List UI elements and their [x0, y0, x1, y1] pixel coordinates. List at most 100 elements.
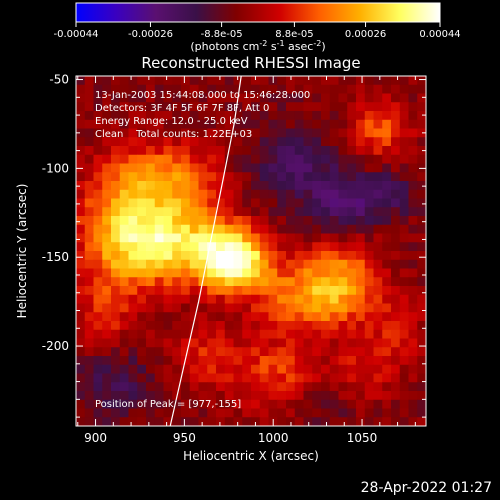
heatmap-cell [329, 111, 339, 121]
heatmap-cell [294, 172, 304, 182]
heatmap-cell [364, 312, 374, 322]
heatmap-cell [172, 277, 182, 287]
heatmap-cell [286, 329, 296, 339]
heatmap-cell [303, 286, 313, 296]
heatmap-cell [303, 137, 313, 147]
heatmap-cell [373, 382, 383, 392]
heatmap-cell [76, 391, 86, 401]
heatmap-cell [163, 373, 173, 383]
heatmap-cell [233, 146, 243, 156]
heatmap-cell [286, 259, 296, 269]
heatmap-cell [373, 329, 383, 339]
heatmap-cell [364, 268, 374, 278]
heatmap-cell [163, 417, 173, 426]
heatmap-cell [181, 128, 191, 138]
heatmap-cell [417, 321, 426, 331]
heatmap-cell [268, 312, 278, 322]
heatmap-cell [268, 356, 278, 366]
heatmap-cell [207, 224, 217, 234]
heatmap-cell [321, 268, 331, 278]
heatmap-cell [408, 303, 418, 313]
heatmap-cell [408, 259, 418, 269]
heatmap-cell [277, 417, 287, 426]
heatmap-cell [408, 391, 418, 401]
heatmap-cell [233, 172, 243, 182]
heatmap-cell [286, 391, 296, 401]
heatmap-cell [338, 356, 348, 366]
heatmap-cell [259, 181, 269, 191]
heatmap-cell [172, 242, 182, 252]
heatmap-cell [242, 181, 252, 191]
heatmap-cell [163, 338, 173, 348]
heatmap-cell [242, 294, 252, 304]
heatmap-cell [294, 408, 304, 418]
heatmap-cell [224, 181, 234, 191]
heatmap-cell [146, 102, 156, 112]
heatmap-cell [286, 93, 296, 103]
heatmap-cell [268, 84, 278, 94]
heatmap-cell [399, 154, 409, 164]
heatmap-cell [329, 373, 339, 383]
heatmap-cell [242, 233, 252, 243]
heatmap-cell [207, 251, 217, 261]
heatmap-cell [303, 338, 313, 348]
heatmap-cell [137, 119, 147, 129]
heatmap-cell [146, 233, 156, 243]
heatmap-cell [207, 172, 217, 182]
heatmap-cell [259, 172, 269, 182]
heatmap-cell [128, 189, 138, 199]
heatmap-cell [216, 321, 226, 331]
heatmap-cell [286, 181, 296, 191]
heatmap-cell [347, 382, 357, 392]
heatmap-cell [111, 224, 121, 234]
heatmap-cell [277, 338, 287, 348]
heatmap-cell [286, 251, 296, 261]
heatmap-cell [76, 172, 86, 182]
heatmap-cell [242, 312, 252, 322]
heatmap-cell [216, 347, 226, 357]
heatmap-cell [347, 128, 357, 138]
heatmap-cell [399, 93, 409, 103]
heatmap-cell [216, 242, 226, 252]
heatmap-cell [347, 242, 357, 252]
heatmap-cell [417, 312, 426, 322]
heatmap-cell [259, 259, 269, 269]
heatmap-cell [216, 417, 226, 426]
heatmap-cell [277, 364, 287, 374]
heatmap-cell [329, 102, 339, 112]
heatmap-cell [189, 382, 199, 392]
heatmap-cell [251, 111, 261, 121]
heatmap-cell [391, 154, 401, 164]
heatmap-cell [93, 154, 103, 164]
heatmap-cell [84, 84, 94, 94]
heatmap-cell [329, 382, 339, 392]
heatmap-cell [347, 84, 357, 94]
x-axis: 900 950 1000 1050 [77, 76, 416, 445]
heatmap-cell [391, 329, 401, 339]
heatmap-cell [163, 294, 173, 304]
heatmap-cell [102, 111, 112, 121]
heatmap-cell [382, 242, 392, 252]
heatmap-cell [356, 181, 366, 191]
heatmap-cell [321, 259, 331, 269]
heatmap-cell [399, 207, 409, 217]
heatmap-cell [338, 119, 348, 129]
heatmap-cell [417, 242, 426, 252]
heatmap-cell [242, 382, 252, 392]
heatmap-cell [268, 347, 278, 357]
heatmap-cell [172, 137, 182, 147]
heatmap-cell [111, 382, 121, 392]
heatmap-cell [198, 294, 208, 304]
heatmap-cell [329, 399, 339, 409]
heatmap-cell [259, 408, 269, 418]
heatmap-cell [321, 356, 331, 366]
heatmap-cell [408, 224, 418, 234]
heatmap-cell [137, 84, 147, 94]
heatmap-cell [76, 242, 86, 252]
heatmap-cell [329, 259, 339, 269]
heatmap-cell [417, 172, 426, 182]
heatmap-cell [408, 137, 418, 147]
heatmap-cell [163, 128, 173, 138]
heatmap-cell [382, 102, 392, 112]
heatmap-cell [312, 111, 322, 121]
